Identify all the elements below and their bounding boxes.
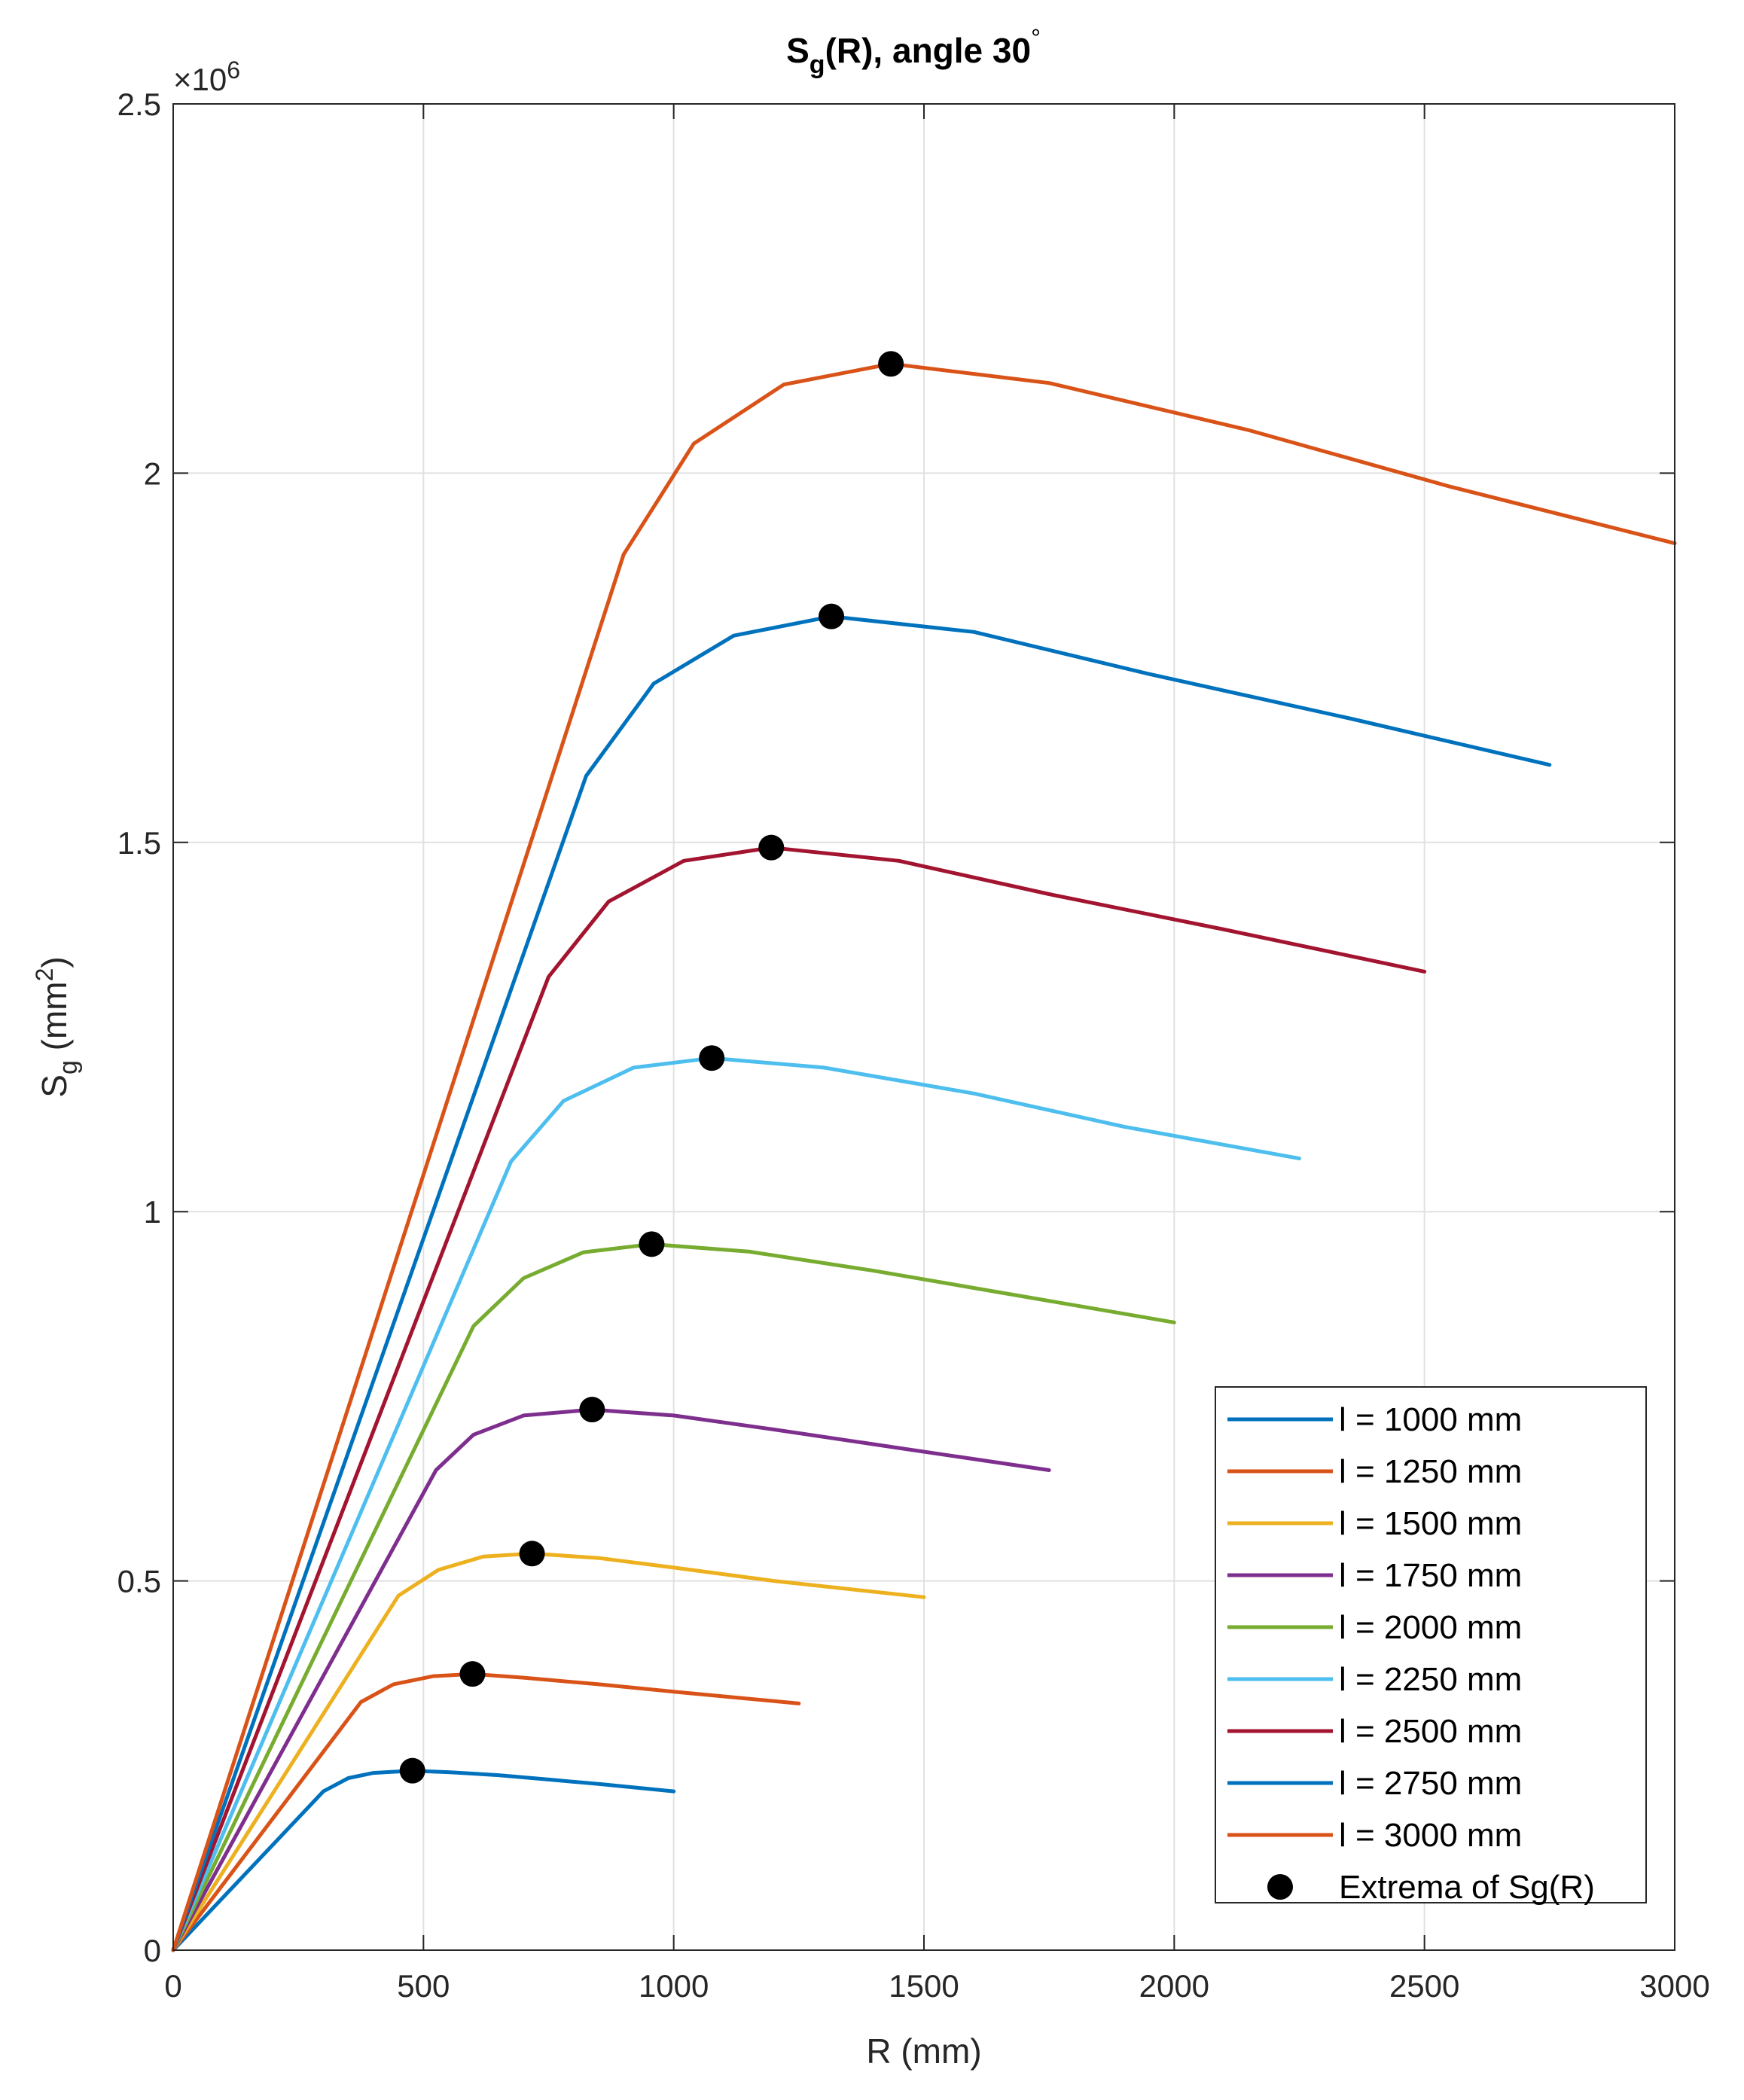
x-tick-label: 2500 xyxy=(1389,1968,1459,2004)
x-tick-label: 500 xyxy=(397,1968,450,2004)
legend-label: l = 2750 mm xyxy=(1339,1765,1522,1802)
legend-label: l = 2000 mm xyxy=(1339,1609,1522,1646)
legend-label: l = 1000 mm xyxy=(1339,1401,1522,1438)
legend: l = 1000 mm l = 1250 mm l = 1500 mm l = 175… xyxy=(1215,1386,1647,1906)
legend-label: l = 2250 mm xyxy=(1339,1661,1522,1698)
y-tick-label: 0 xyxy=(144,1933,161,1968)
y-tick-label: 1.5 xyxy=(117,825,161,861)
x-tick-label: 3000 xyxy=(1639,1968,1709,2004)
extremum-marker xyxy=(579,1397,605,1423)
extremum-marker xyxy=(399,1757,425,1784)
series-line-l-1000 xyxy=(171,1769,676,1952)
x-tick-label: 2000 xyxy=(1139,1968,1209,2004)
y-axis-ticks: 0 0.5 1 1.5 2 2.5 xyxy=(117,87,1675,1968)
y-tick-label: 2.5 xyxy=(117,87,161,122)
legend-label: l = 1250 mm xyxy=(1339,1453,1522,1490)
extremum-marker xyxy=(878,351,904,377)
y-axis-label: Sg (mm2) xyxy=(31,956,83,1097)
legend-label: l = 2500 mm xyxy=(1339,1713,1522,1750)
legend-label: l = 1500 mm xyxy=(1339,1505,1522,1542)
chart-title: Sg(R), angle 30° xyxy=(786,24,1041,79)
legend-label: Extrema of Sg(R) xyxy=(1339,1869,1595,1906)
legend-label: l = 3000 mm xyxy=(1339,1817,1522,1854)
extrema-markers xyxy=(399,351,904,1784)
y-tick-label: 0.5 xyxy=(117,1564,161,1599)
x-tick-label: 1500 xyxy=(889,1968,959,2004)
extremum-marker xyxy=(459,1661,486,1687)
legend-swatch-extrema xyxy=(1267,1874,1293,1900)
extremum-marker xyxy=(699,1045,725,1071)
extremum-marker xyxy=(519,1541,545,1567)
y-tick-label: 2 xyxy=(144,456,161,491)
x-tick-label: 1000 xyxy=(639,1968,709,2004)
y-exponent-label: ×106 xyxy=(173,56,240,97)
extremum-marker xyxy=(758,834,785,861)
x-tick-label: 0 xyxy=(164,1968,181,2004)
extremum-marker xyxy=(639,1231,665,1257)
legend-label: l = 1750 mm xyxy=(1339,1557,1522,1594)
y-tick-label: 1 xyxy=(144,1194,161,1230)
x-axis-ticks: 0 500 1000 1500 2000 2500 3000 xyxy=(164,104,1710,2004)
x-axis-label: R (mm) xyxy=(866,2031,981,2071)
extremum-marker xyxy=(819,603,845,629)
